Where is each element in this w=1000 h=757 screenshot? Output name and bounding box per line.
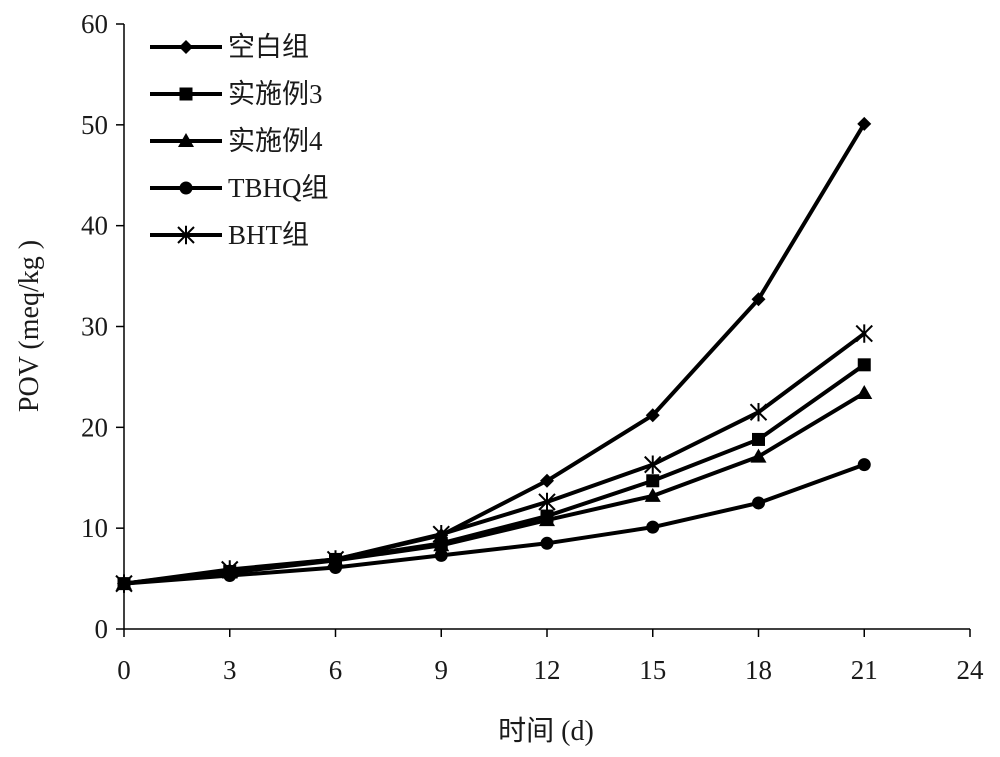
legend-entry: 实施例4 (150, 126, 323, 156)
legend-entry: 空白组 (150, 32, 309, 62)
data-point (752, 432, 765, 446)
series-line (122, 331, 867, 586)
data-point (539, 512, 555, 527)
series-2 (117, 358, 871, 591)
y-tick-label: 10 (81, 513, 108, 543)
data-point (433, 537, 450, 552)
y-tick-label: 60 (81, 9, 108, 39)
series-line (122, 391, 867, 586)
data-point (857, 458, 871, 472)
data-point (644, 487, 661, 502)
x-tick-label: 3 (223, 655, 237, 685)
y-tick-label: 40 (81, 211, 108, 241)
y-tick-label: 50 (81, 110, 108, 140)
data-point (750, 448, 767, 463)
x-tick-label: 0 (117, 655, 131, 685)
x-tick-label: 21 (851, 655, 878, 685)
legend-entry: TBHQ组 (150, 173, 329, 203)
x-tick-label: 9 (435, 655, 449, 685)
legend-marker (178, 133, 194, 147)
legend-label: 实施例3 (228, 79, 323, 109)
data-point (857, 116, 872, 131)
data-point (540, 536, 554, 550)
data-point (752, 496, 765, 510)
data-point (221, 560, 239, 579)
x-tick-label: 12 (534, 655, 561, 685)
data-point (644, 455, 662, 474)
data-point (749, 403, 768, 422)
data-point (645, 408, 660, 423)
legend-marker (179, 181, 193, 195)
series-layer (115, 116, 873, 593)
x-tick-label: 18 (745, 655, 772, 685)
data-point (538, 492, 556, 512)
data-point (434, 548, 448, 562)
x-ticks: 0 3 6 9 12 15 18 21 24 (117, 629, 984, 685)
legend-marker (179, 87, 193, 101)
y-tick-label: 20 (81, 412, 108, 442)
data-point (646, 474, 660, 488)
data-point (856, 385, 873, 400)
data-point (540, 473, 554, 488)
y-axis-title: POV (meq/kg ) (14, 240, 45, 412)
legend-marker (177, 225, 195, 245)
legend-label: 实施例4 (228, 126, 323, 156)
y-tick-label: 30 (81, 312, 108, 342)
data-point (115, 574, 133, 593)
legend-label: TBHQ组 (228, 173, 329, 203)
x-tick-label: 15 (639, 655, 666, 685)
x-axis-title: 时间 (d) (498, 715, 594, 747)
x-tick-label: 24 (957, 655, 985, 685)
data-point (855, 324, 873, 343)
legend-entry: BHT组 (150, 220, 309, 250)
data-point (326, 550, 345, 569)
legend-marker (179, 40, 193, 54)
data-point (751, 292, 766, 307)
data-point (646, 520, 660, 534)
y-tick-label: 0 (95, 614, 109, 644)
legend-label: BHT组 (228, 220, 309, 250)
series-line (122, 462, 867, 586)
x-tick-label: 6 (329, 655, 343, 685)
data-point (857, 358, 871, 372)
data-point (432, 525, 450, 544)
series-5 (115, 324, 873, 593)
legend-label: 空白组 (228, 32, 309, 62)
y-ticks: 0 10 20 30 40 50 60 (81, 9, 124, 644)
legend-entry: 实施例3 (150, 79, 323, 109)
